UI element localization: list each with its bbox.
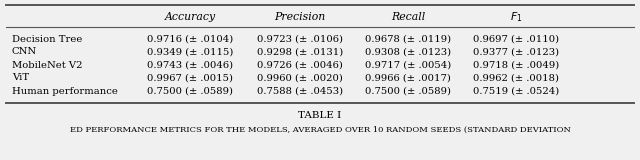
Text: Accuracy: Accuracy — [164, 12, 216, 22]
Text: 0.7500 (± .0589): 0.7500 (± .0589) — [365, 87, 451, 96]
Text: Decision Tree: Decision Tree — [12, 35, 83, 44]
Text: 0.9298 (± .0131): 0.9298 (± .0131) — [257, 48, 343, 56]
Text: 0.7500 (± .0589): 0.7500 (± .0589) — [147, 87, 233, 96]
Text: 0.9349 (± .0115): 0.9349 (± .0115) — [147, 48, 233, 56]
Text: 0.9308 (± .0123): 0.9308 (± .0123) — [365, 48, 451, 56]
Text: 0.9960 (± .0020): 0.9960 (± .0020) — [257, 73, 343, 83]
Text: 0.9718 (± .0049): 0.9718 (± .0049) — [473, 60, 559, 69]
Text: Precision: Precision — [275, 12, 326, 22]
Text: 0.9967 (± .0015): 0.9967 (± .0015) — [147, 73, 233, 83]
Text: 0.7519 (± .0524): 0.7519 (± .0524) — [473, 87, 559, 96]
Text: 0.9697 (± .0110): 0.9697 (± .0110) — [473, 35, 559, 44]
Text: 0.9723 (± .0106): 0.9723 (± .0106) — [257, 35, 343, 44]
Text: 0.9726 (± .0046): 0.9726 (± .0046) — [257, 60, 343, 69]
Text: ViT: ViT — [12, 73, 29, 83]
Text: Human performance: Human performance — [12, 87, 118, 96]
Text: TABLE I: TABLE I — [298, 111, 342, 120]
Text: 0.9962 (± .0018): 0.9962 (± .0018) — [473, 73, 559, 83]
Text: 0.7588 (± .0453): 0.7588 (± .0453) — [257, 87, 343, 96]
Text: Recall: Recall — [391, 12, 425, 22]
Text: 0.9716 (± .0104): 0.9716 (± .0104) — [147, 35, 233, 44]
Text: 0.9966 (± .0017): 0.9966 (± .0017) — [365, 73, 451, 83]
Text: MobileNet V2: MobileNet V2 — [12, 60, 83, 69]
Text: 0.9678 (± .0119): 0.9678 (± .0119) — [365, 35, 451, 44]
Text: CNN: CNN — [12, 48, 37, 56]
Text: ED PERFORMANCE METRICS FOR THE MODELS, AVERAGED OVER 10 RANDOM SEEDS (STANDARD D: ED PERFORMANCE METRICS FOR THE MODELS, A… — [70, 126, 570, 134]
Text: $F_1$: $F_1$ — [510, 10, 522, 24]
Text: 0.9377 (± .0123): 0.9377 (± .0123) — [473, 48, 559, 56]
Text: 0.9743 (± .0046): 0.9743 (± .0046) — [147, 60, 233, 69]
Text: 0.9717 (± .0054): 0.9717 (± .0054) — [365, 60, 451, 69]
